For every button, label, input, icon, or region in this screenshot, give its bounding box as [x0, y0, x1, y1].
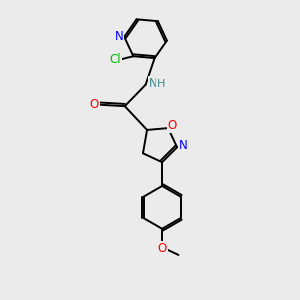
- Text: O: O: [168, 118, 177, 132]
- Text: N: N: [149, 77, 158, 90]
- Text: N: N: [179, 139, 188, 152]
- Text: N: N: [115, 30, 123, 43]
- Text: Cl: Cl: [110, 53, 121, 66]
- Text: H: H: [157, 79, 165, 89]
- Text: O: O: [90, 98, 99, 111]
- Text: O: O: [158, 242, 167, 255]
